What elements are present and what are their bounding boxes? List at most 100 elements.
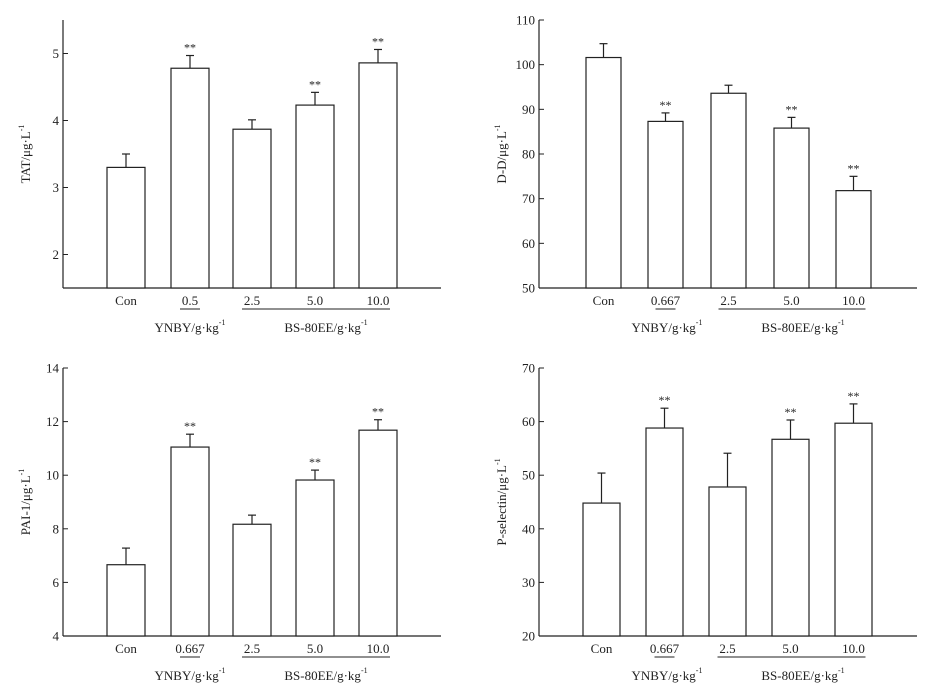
y-tick-label: 60 [522,414,535,429]
x-tick-label: 5.0 [307,293,323,308]
y-tick-label: 50 [522,468,535,483]
bar-2.5 [710,92,747,289]
y-axis-label-text: D-D/μg·L [494,131,509,184]
group-label: BS-80EE/g·kg-1 [284,318,367,335]
y-tick-label: 20 [522,629,535,644]
y-axis-label-superscript: -1 [493,458,502,465]
bar-Con [106,564,146,637]
y-axis-label-superscript: -1 [17,469,26,476]
x-tick-label: 2.5 [244,293,260,308]
y-tick-label: 12 [46,414,59,429]
y-tick-label: 8 [53,521,60,536]
significance-marker: ** [184,41,196,55]
group-label: YNBY/g·kg-1 [155,666,226,683]
group-label-text: YNBY/g·kg [632,320,697,335]
x-tick-label: 2.5 [719,641,735,656]
x-tick-label: Con [593,293,615,308]
y-tick-label: 4 [53,629,60,644]
group-label-superscript: -1 [219,666,226,675]
group-label-superscript: -1 [361,318,368,327]
y-tick-label: 100 [516,57,536,72]
bar-2.5 [232,523,272,637]
group-label: BS-80EE/g·kg-1 [284,666,367,683]
group-label-superscript: -1 [838,318,845,327]
bar-0.667 [170,446,210,637]
bar-10.0 [358,62,398,289]
group-label-text: BS-80EE/g·kg [284,668,361,683]
y-axis-label: D-D/μg·L-1 [493,124,509,183]
x-tick-label: 0.667 [651,293,681,308]
x-tick-label: Con [591,641,613,656]
bar-5.0 [773,127,810,289]
significance-marker: ** [309,77,321,91]
group-label-superscript: -1 [219,318,226,327]
group-label-text: BS-80EE/g·kg [761,668,838,683]
x-tick-label: 10.0 [842,293,865,308]
group-label: YNBY/g·kg-1 [155,318,226,335]
x-tick-label: 10.0 [367,641,390,656]
group-label-text: YNBY/g·kg [155,320,220,335]
bar-2.5 [708,486,747,637]
y-tick-label: 3 [53,180,60,195]
bar-5.0 [295,104,335,289]
group-label: BS-80EE/g·kg-1 [761,666,844,683]
y-tick-label: 50 [522,281,535,296]
bar-Con [582,502,621,637]
significance-marker: ** [184,419,196,433]
bar-10.0 [358,429,398,637]
y-axis-label: PAI-1/μg·L-1 [17,469,33,536]
y-axis-label-text: TAT/μg·L [18,131,33,183]
x-tick-label: 0.667 [175,641,205,656]
group-label-text: YNBY/g·kg [632,668,697,683]
bar-0.5 [170,67,210,289]
x-tick-label: 5.0 [783,293,799,308]
y-axis-label-text: P-selectin/μg·L [494,465,509,546]
significance-marker: ** [372,34,384,48]
significance-marker: ** [785,405,797,419]
group-label-text: BS-80EE/g·kg [284,320,361,335]
y-tick-label: 5 [53,46,60,61]
x-tick-label: 5.0 [782,641,798,656]
significance-marker: ** [660,98,672,112]
bar-10.0 [834,422,873,637]
bar-2.5 [232,128,272,289]
y-tick-label: 2 [53,247,60,262]
y-tick-label: 110 [516,13,535,28]
group-label: YNBY/g·kg-1 [632,666,703,683]
y-tick-label: 70 [522,361,535,376]
y-tick-label: 10 [46,468,59,483]
bar-5.0 [295,479,335,637]
significance-marker: ** [659,393,671,407]
significance-marker: ** [309,455,321,469]
y-axis-label-text: PAI-1/μg·L [18,475,33,535]
significance-marker: ** [848,389,860,403]
bar-Con [585,56,622,289]
y-tick-label: 70 [522,191,535,206]
bar-Con [106,166,146,289]
x-tick-label: 0.5 [182,293,198,308]
group-label-text: BS-80EE/g·kg [761,320,838,335]
x-tick-label: 10.0 [367,293,390,308]
x-tick-label: 10.0 [842,641,865,656]
y-axis-label: P-selectin/μg·L-1 [493,458,509,545]
bar-5.0 [771,438,810,637]
significance-marker: ** [848,161,860,175]
x-tick-label: Con [115,641,137,656]
y-tick-label: 30 [522,575,535,590]
bar-0.667 [647,120,684,289]
y-axis-label-superscript: -1 [17,125,26,132]
y-tick-label: 60 [522,236,535,251]
x-tick-label: 0.667 [650,641,680,656]
y-tick-label: 40 [522,521,535,536]
group-label: BS-80EE/g·kg-1 [761,318,844,335]
x-tick-label: 5.0 [307,641,323,656]
group-label-superscript: -1 [838,666,845,675]
group-label-superscript: -1 [696,666,703,675]
bar-10.0 [835,190,872,289]
x-tick-label: Con [115,293,137,308]
